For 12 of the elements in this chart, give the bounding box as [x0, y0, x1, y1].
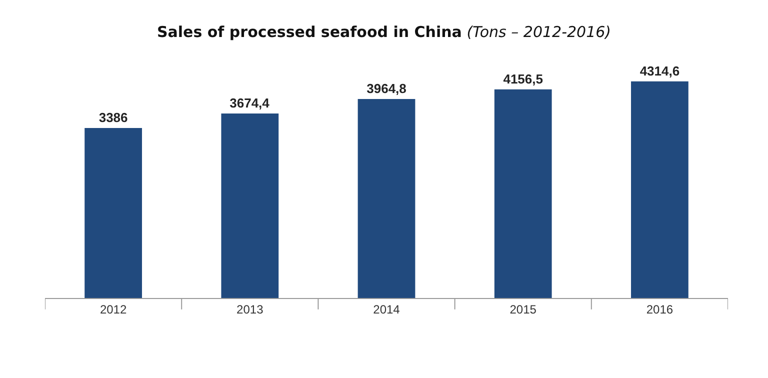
data-label: 3674,4: [230, 96, 270, 111]
data-label: 4156,5: [503, 71, 543, 86]
chart-title: Sales of processed seafood in China: [156, 22, 462, 41]
x-tick-label: 2014: [373, 302, 400, 316]
chart-subtitle: (Tons – 2012-2016): [466, 22, 612, 41]
x-tick-label: 2016: [646, 302, 674, 316]
data-label: 3386: [98, 110, 128, 126]
data-label: 3964,8: [366, 80, 406, 96]
x-tick-label: 2013: [236, 302, 264, 316]
data-label: 4314,6: [640, 63, 680, 78]
x-tick-label: 2015: [510, 302, 537, 316]
x-tick-label: 2012: [100, 302, 127, 316]
